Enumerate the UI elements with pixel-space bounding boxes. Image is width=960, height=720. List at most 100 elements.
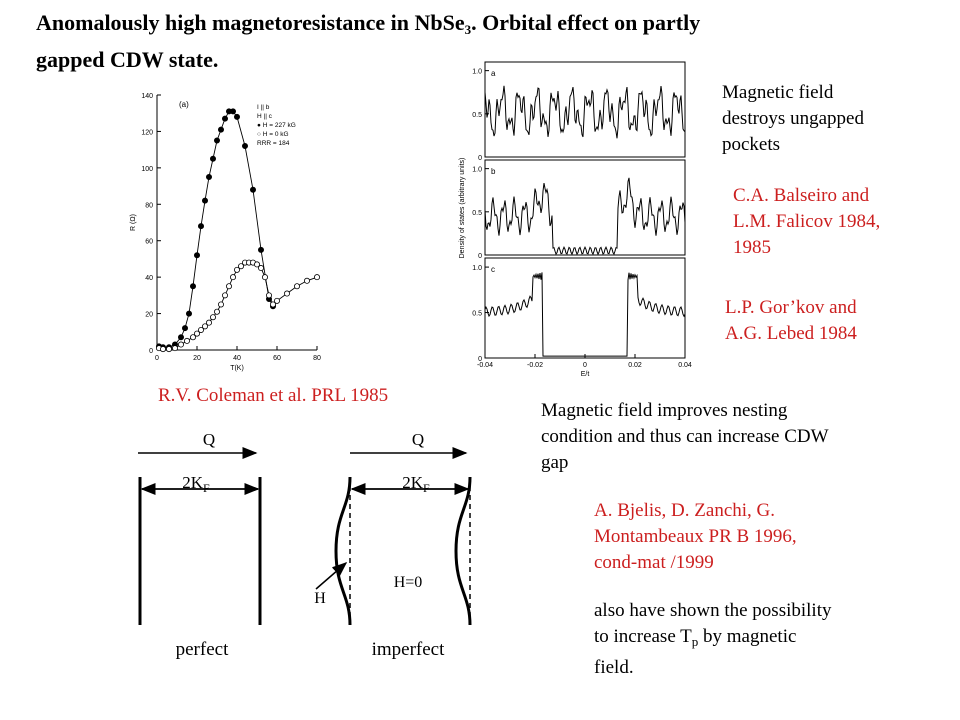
field-destroys-text: Magnetic field destroys ungapped pockets [722, 80, 864, 158]
data-point [234, 266, 241, 273]
dos-curve [484, 177, 686, 256]
y-tick-label: 0 [478, 356, 482, 363]
text-line: field. [594, 657, 634, 678]
balseiro-ref: C.A. Balseiro and L.M. Falicov 1984, 198… [733, 183, 880, 261]
y-tick-label: 80 [145, 202, 153, 209]
bjelis-ref: A. Bjelis, D. Zanchi, G. Montambeaux PR … [594, 498, 797, 576]
data-point [265, 292, 272, 299]
y-tick-label: 0.5 [472, 210, 482, 217]
data-point [283, 290, 290, 297]
legend-entry: I || b [257, 104, 270, 111]
data-point [206, 319, 213, 326]
data-point [250, 186, 257, 193]
x-axis-label: E/t [581, 371, 590, 378]
imperfect-label: imperfect [372, 639, 446, 660]
text-fragment: by magnetic [698, 626, 797, 647]
data-point [172, 345, 179, 352]
data-point [257, 265, 264, 272]
data-point [257, 246, 264, 253]
text-line: A.G. Lebed 1984 [725, 323, 857, 344]
text-line: destroys ungapped [722, 108, 864, 129]
data-point [218, 126, 225, 133]
data-point [218, 301, 225, 308]
y-axis-label: R (Ω) [130, 214, 137, 231]
kf-text: 2K [402, 473, 424, 492]
data-point [194, 330, 201, 337]
y-tick-label: 0 [478, 155, 482, 162]
legend-entry: ○ H = 0 kG [257, 131, 289, 138]
y-tick-label: 120 [141, 129, 153, 136]
text-line: A. Bjelis, D. Zanchi, G. [594, 500, 776, 521]
text-line: L.P. Gor’kov and [725, 297, 857, 318]
nesting-text: Magnetic field improves nesting conditio… [541, 398, 829, 476]
kf-label-right: 2KF [402, 473, 430, 495]
y-tick-label: 0.5 [472, 311, 482, 318]
panel-frame [484, 159, 686, 256]
x-tick-label: 40 [233, 355, 241, 362]
kf-label-left: 2KF [182, 473, 210, 495]
title-subscript: 3 [464, 22, 472, 37]
data-point [190, 283, 197, 290]
legend-entry: ● H = 227 kG [257, 122, 296, 129]
data-point [313, 274, 320, 281]
kf-text: 2K [182, 473, 204, 492]
h0-label: H=0 [394, 574, 423, 591]
x-axis-label: T(K) [230, 365, 244, 372]
y-tick-label: 100 [141, 166, 153, 173]
title-line1-end: . Orbital effect on partly [471, 10, 701, 35]
dos-curve [484, 85, 686, 139]
panel-label: c [491, 265, 495, 274]
h-arrow [315, 562, 348, 590]
data-point [182, 325, 189, 332]
text-fragment: to increase T [594, 626, 692, 647]
title-line2: gapped CDW state. [36, 47, 219, 72]
text-line: Magnetic field [722, 82, 834, 103]
text-line: pockets [722, 134, 781, 155]
data-point [206, 173, 213, 180]
data-point [178, 334, 185, 341]
data-point [190, 334, 197, 341]
data-point [210, 314, 217, 321]
y-tick-label: 20 [145, 312, 153, 319]
data-point [222, 292, 229, 299]
y-axis-label: Density of states (arbitrary units) [459, 158, 466, 259]
data-point [269, 301, 276, 308]
text-line: Magnetic field improves nesting [541, 400, 788, 421]
panel-label: b [491, 167, 496, 176]
x-tick-label: 0.02 [628, 362, 642, 369]
data-point [166, 346, 173, 353]
y-tick-label: 60 [145, 239, 153, 246]
data-point [198, 223, 205, 230]
data-point [184, 337, 191, 344]
legend-entry: H || c [257, 113, 273, 120]
text-line: gap [541, 452, 569, 473]
text-line: 1985 [733, 237, 771, 258]
x-tick-label: -0.02 [527, 362, 543, 369]
data-point [293, 283, 300, 290]
text-line: cond-mat /1999 [594, 552, 714, 573]
data-point [214, 308, 221, 315]
dos-curve [484, 272, 686, 357]
data-point [202, 197, 209, 204]
y-tick-label: 1.0 [472, 167, 482, 174]
data-point [230, 108, 237, 115]
x-tick-label: 0 [155, 355, 159, 362]
text-line: to increase Tp by magnetic [594, 624, 831, 655]
tp-subscript: p [691, 634, 699, 649]
h-label: H [314, 590, 326, 607]
data-point [303, 277, 310, 284]
data-point [160, 346, 167, 353]
y-tick-label: 1.0 [472, 265, 482, 272]
also-text: also have shown the possibility to incre… [594, 598, 831, 681]
x-tick-label: 0.04 [678, 362, 692, 369]
kf-subscript: F [423, 481, 430, 495]
y-tick-label: 1.0 [472, 69, 482, 76]
warped-surface-2 [454, 476, 472, 626]
perfect-label: perfect [176, 639, 229, 660]
data-point [253, 261, 260, 268]
text-line: Montambeaux PR B 1996, [594, 526, 797, 547]
gorkov-ref: L.P. Gor’kov and A.G. Lebed 1984 [725, 295, 857, 347]
x-tick-label: 60 [273, 355, 281, 362]
legend-entry: RRR = 184 [257, 140, 290, 147]
data-point [202, 323, 209, 330]
